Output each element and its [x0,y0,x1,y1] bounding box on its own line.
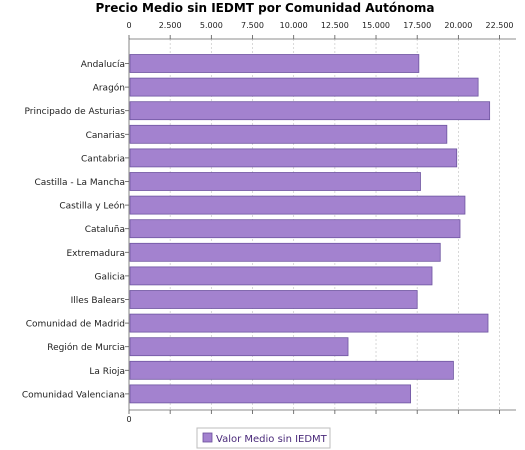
category-label: Andalucía [81,60,125,70]
bar [129,290,418,309]
category-label: Cantabria [81,154,125,164]
x-tick-labels: 0 2.500 5.000 7.500 10.000 12.500 15.000 17.500… [126,21,513,424]
x-tick-label: 10.000 [280,21,308,30]
bars [129,54,491,404]
category-label: Región de Murcia [47,342,125,353]
bar [129,384,412,404]
x-tick-label: 17.500 [403,21,431,30]
bar [129,195,466,215]
legend: Valor Medio sin IEDMT [196,427,331,449]
x-tick-label: 22.500 [486,21,514,30]
x-tick-label: 2.500 [159,21,182,30]
x-tick-label: 15.000 [362,21,390,30]
bar [129,101,491,121]
bar [129,172,421,191]
legend-label: Valor Medio sin IEDMT [216,434,328,445]
bar [129,77,479,97]
bar [129,54,420,73]
x-tick-label: 5.000 [200,21,223,30]
bar [129,148,458,168]
bar [129,337,349,357]
x-tick-label: 7.500 [241,21,264,30]
category-label: Castilla - La Mancha [34,178,125,188]
bar [129,124,448,144]
category-label: Illes Balears [71,296,126,306]
bar [129,266,433,286]
category-label: La Rioja [89,367,125,377]
chart-title: Precio Medio sin IEDMT por Comunidad Aut… [96,1,435,15]
bar [129,360,454,380]
x-tick-label: 20.000 [444,21,472,30]
bar [129,219,461,239]
category-labels: Andalucía Aragón Principado de Asturias Can… [22,60,125,400]
category-label: Comunidad de Madrid [26,320,125,330]
x-tick-label: 0 [126,21,131,30]
x-tick-label: 12.500 [321,21,349,30]
category-label: Castilla y León [59,201,125,212]
bar [129,313,489,333]
category-label: Principado de Asturias [24,107,125,117]
category-label: Canarias [86,131,126,141]
x-tick-label-bottom: 0 [126,415,131,424]
category-label: Comunidad Valenciana [22,390,125,400]
category-label: Aragón [93,83,125,94]
bar [129,242,441,262]
legend-box [196,427,331,449]
category-label: Extremadura [67,249,126,259]
category-label: Cataluña [85,225,125,235]
category-label: Galicia [95,272,125,282]
legend-swatch [202,432,213,443]
axes [125,35,516,414]
